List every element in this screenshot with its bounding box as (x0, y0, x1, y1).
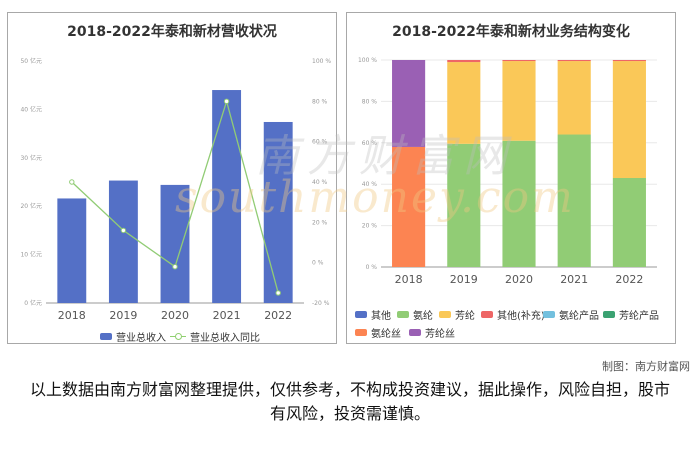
revenue-chart-plot: 0 亿元 10 亿元 20 亿元 30 亿元 40 亿元 50 亿元 -20 % 0 % 20 … (20, 57, 331, 322)
structure-chart-title: 2018-2022年泰和新材业务结构变化 (392, 24, 630, 40)
right-axis-tick: 60 % (312, 139, 328, 146)
stacked-bar-segment (447, 62, 481, 144)
revenue-bar (108, 180, 138, 303)
chart-credit: 制图：南方财富网 (602, 360, 690, 373)
revenue-chart-legend: 营业总收入 营业总收入同比 (8, 329, 338, 344)
structure-chart-plot: 0 % 20 % 40 % 60 % 80 % 100 % 2018 2019 2020 2021… (358, 57, 657, 286)
legend-label: 其他 (371, 311, 391, 322)
disclaimer-text: 以上数据由南方财富网整理提供，仅供参考，不构成投资建议，据此操作，风险自担，股市… (30, 380, 671, 423)
legend-swatch (100, 333, 112, 340)
legend-label: 芳纶 (455, 311, 475, 322)
legend-item-yoy: 营业总收入同比 (170, 329, 260, 344)
legend-item: 芳纶产品 (603, 307, 659, 322)
stacked-bar-segment (392, 60, 426, 147)
x-axis-tick: 2020 (161, 309, 189, 322)
x-axis-tick: 2022 (615, 273, 643, 286)
revenue-bar (212, 90, 242, 303)
stacked-bar-segment (557, 134, 591, 267)
revenue-chart-panel: 2018-2022年泰和新材营收状况 0 亿元 10 亿元 20 亿元 30 亿元 40… (7, 12, 337, 344)
yoy-point (172, 264, 178, 270)
legend-label: 芳纶产品 (619, 311, 659, 322)
stacked-bar-segment (447, 60, 481, 63)
legend-swatch (355, 311, 367, 318)
stacked-bar-segment (502, 61, 536, 141)
stacked-bar-segment (502, 60, 536, 62)
left-axis-tick: 10 亿元 (20, 251, 42, 259)
yoy-point (223, 98, 230, 105)
stacked-bar-segment (447, 143, 481, 267)
stacked-bar-segment (392, 146, 426, 267)
y-axis-tick: 40 % (362, 181, 378, 188)
x-axis-tick: 2018 (58, 309, 86, 322)
stacked-bar-segment (557, 60, 591, 62)
yoy-point (275, 290, 281, 296)
stacked-bar-segment (612, 60, 646, 62)
legend-label: 氨纶 (413, 311, 433, 322)
structure-chart-legend: 其他 氨纶 芳纶 其他(补充) 氨纶产品 芳纶产品氨纶丝 芳纶丝 (347, 307, 677, 343)
x-axis-tick: 2018 (395, 273, 423, 286)
structure-chart-panel: 2018-2022年泰和新材业务结构变化 0 % 20 % 40 % 60 % 80 %… (346, 12, 676, 344)
legend-item: 氨纶 (397, 307, 433, 322)
legend-item: 氨纶产品 (543, 307, 599, 322)
legend-swatch (355, 329, 367, 336)
legend-item: 芳纶丝 (409, 325, 455, 340)
stacked-bar-segment (612, 61, 646, 178)
right-axis-tick: 40 % (312, 179, 328, 186)
right-axis-tick: 100 % (312, 58, 331, 65)
stacked-bar-segment (557, 61, 591, 135)
x-axis-tick: 2021 (213, 309, 241, 322)
stacked-bar-segment (612, 177, 646, 267)
yoy-point (120, 227, 127, 234)
y-axis-tick: 0 % (366, 264, 378, 271)
left-axis-tick: 50 亿元 (20, 57, 42, 65)
revenue-bar (160, 184, 190, 303)
legend-swatch (603, 311, 615, 318)
legend-line-swatch (170, 333, 186, 341)
y-axis-tick: 80 % (362, 98, 378, 105)
legend-label: 其他(补充) (497, 311, 545, 322)
revenue-bar (57, 198, 87, 303)
y-axis-tick: 60 % (362, 140, 378, 147)
revenue-chart-title: 2018-2022年泰和新材营收状况 (67, 24, 277, 40)
x-axis-tick: 2021 (560, 273, 588, 286)
right-axis-tick: 80 % (312, 98, 328, 105)
x-axis-tick: 2019 (109, 309, 137, 322)
x-axis-tick: 2019 (450, 273, 478, 286)
legend-label: 氨纶产品 (559, 311, 599, 322)
legend-label: 氨纶丝 (371, 329, 401, 340)
left-axis-tick: 20 亿元 (20, 202, 42, 210)
legend-label: 营业总收入 (116, 333, 166, 344)
right-axis-tick: 0 % (312, 260, 324, 267)
legend-swatch (543, 311, 555, 318)
y-axis-tick: 20 % (362, 223, 378, 230)
legend-swatch (481, 311, 493, 318)
legend-label: 芳纶丝 (425, 329, 455, 340)
x-axis-tick: 2020 (505, 273, 533, 286)
right-axis-tick: -20 % (312, 300, 330, 307)
legend-item: 氨纶丝 (355, 325, 401, 340)
legend-swatch (409, 329, 421, 336)
legend-item: 其他 (355, 307, 391, 322)
legend-label: 营业总收入同比 (190, 333, 260, 344)
revenue-bar (263, 121, 293, 303)
left-axis-tick: 0 亿元 (24, 299, 42, 307)
legend-item-revenue: 营业总收入 (100, 329, 166, 344)
y-axis-tick: 100 % (358, 57, 377, 64)
legend-item: 芳纶 (439, 307, 475, 322)
yoy-point (69, 179, 75, 185)
right-axis-tick: 20 % (312, 219, 328, 226)
x-axis-tick: 2022 (264, 309, 292, 322)
legend-swatch (439, 311, 451, 318)
legend-swatch (397, 311, 409, 318)
left-axis-tick: 30 亿元 (20, 154, 42, 162)
stacked-bar-segment (502, 140, 536, 267)
legend-item: 其他(补充) (481, 307, 545, 322)
left-axis-tick: 40 亿元 (20, 105, 42, 113)
